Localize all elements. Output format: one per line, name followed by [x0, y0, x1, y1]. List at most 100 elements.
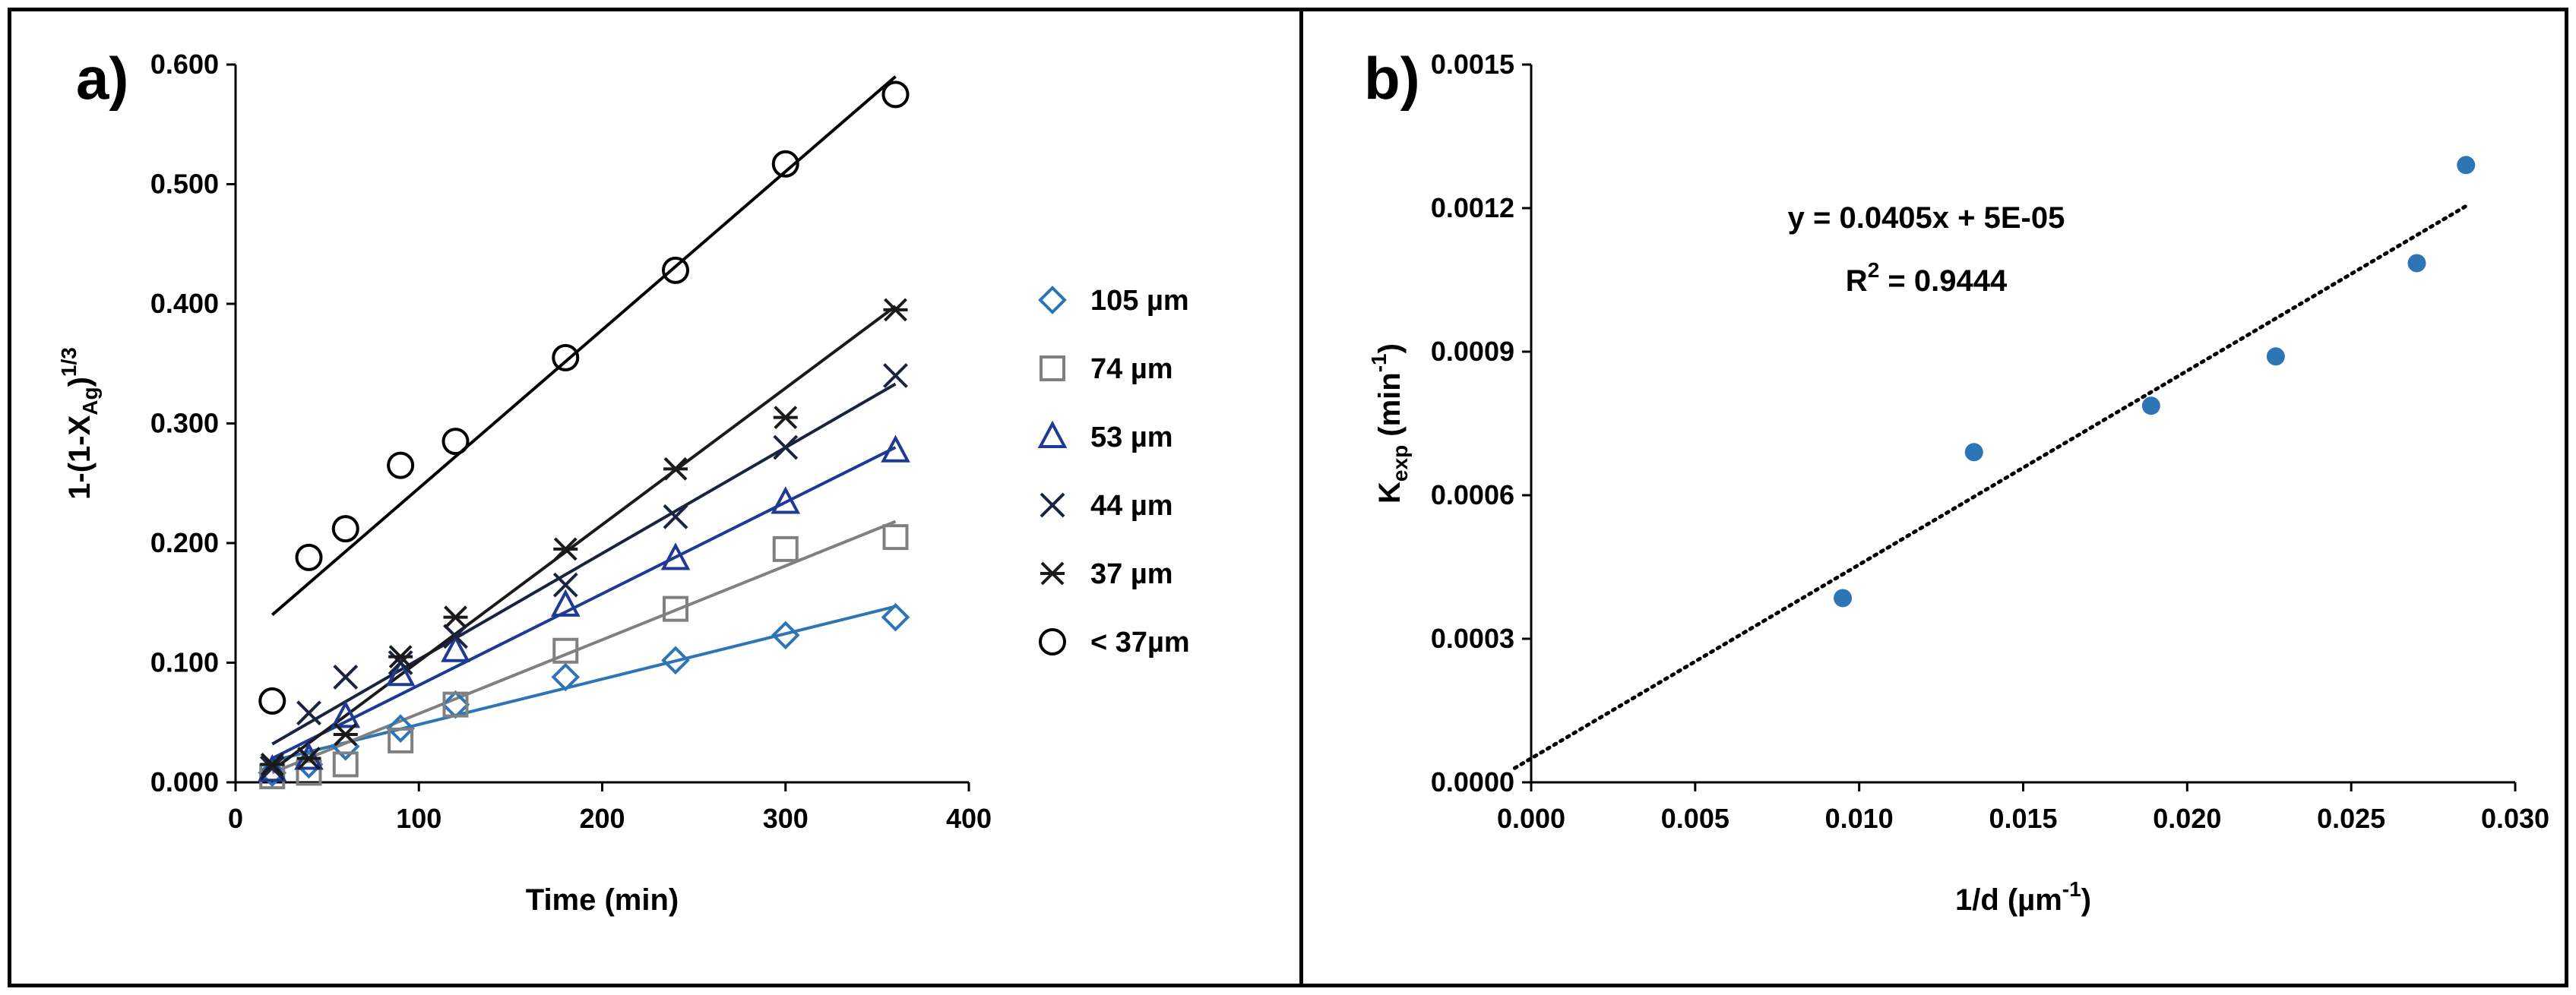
a-legend-label-2: 53 µm [1090, 422, 1173, 453]
a-point-s0-0 [258, 758, 287, 788]
a-x-tick-label: 300 [763, 803, 809, 834]
a-point-s2-6 [660, 542, 691, 570]
a-point-s5-4 [441, 428, 470, 456]
b-point-2 [2141, 396, 2160, 415]
a-fit-line-3 [271, 382, 897, 746]
panel-a [8, 8, 1303, 987]
b-y-tick-label: 0.0000 [1431, 766, 1514, 798]
a-point-s1-1 [296, 760, 322, 786]
a-point-s2-8 [881, 434, 910, 463]
a-y-tick-label: 0.600 [150, 49, 219, 80]
a-y-tick-label: 0.100 [150, 647, 219, 678]
a-fit-line-2 [271, 446, 897, 760]
b-trendline [1512, 204, 2468, 770]
a-x-tick-label: 400 [946, 803, 992, 834]
a-point-s3-6 [663, 504, 688, 529]
a-point-s5-1 [295, 543, 323, 571]
b-x-axis-title: 1/d (µm-1) [1955, 877, 2091, 917]
a-point-s2-2 [331, 700, 361, 728]
b-r-squared: R2 = 0.9444 [1846, 258, 2008, 298]
a-y-tick-label: 0.200 [150, 527, 219, 558]
b-y-tick-label: 0.0009 [1431, 336, 1514, 367]
a-legend-label-3: 44 µm [1090, 490, 1173, 522]
a-legend-label-4: 37 µm [1090, 558, 1173, 590]
a-legend-marker-5 [1039, 628, 1066, 655]
a-point-s3-3 [388, 650, 413, 675]
b-x-tick-label: 0.000 [1497, 803, 1565, 834]
a-point-s5-8 [881, 81, 910, 109]
b-point-0 [1834, 589, 1853, 608]
a-point-s3-7 [773, 434, 799, 460]
a-point-s4-3 [388, 645, 413, 669]
a-point-s5-6 [662, 256, 689, 284]
a-point-s1-4 [442, 691, 469, 718]
a-point-s4-0 [260, 752, 285, 776]
a-legend-label-5: < 37µm [1090, 627, 1190, 659]
a-point-s4-1 [296, 747, 321, 770]
b-x-tick-label: 0.030 [2481, 803, 2549, 834]
b-equation: y = 0.0405x + 5E-05 [1788, 201, 2065, 235]
a-point-s1-8 [882, 524, 909, 551]
a-point-s5-3 [387, 451, 415, 479]
a-y-tick-label: 0.000 [150, 766, 219, 798]
a-fit-line-0 [271, 605, 896, 763]
a-point-s0-8 [881, 602, 910, 632]
a-fit-line-5 [271, 75, 897, 617]
b-x-tick-label: 0.025 [2317, 803, 2385, 834]
a-point-s3-0 [259, 755, 285, 781]
a-y-tick-label: 0.500 [150, 169, 219, 200]
b-y-axis-title: Kexp (min-1) [1367, 343, 1412, 504]
b-point-1 [1964, 443, 1983, 462]
a-point-s4-5 [553, 537, 578, 561]
a-point-s5-5 [552, 343, 580, 371]
a-point-s2-5 [550, 589, 581, 617]
panel-b [1299, 8, 2568, 987]
a-x-tick-label: 100 [396, 803, 441, 834]
a-y-tick-label: 0.300 [150, 408, 219, 439]
a-point-s0-3 [386, 714, 415, 743]
a-point-s1-5 [552, 637, 579, 664]
a-point-s2-4 [441, 634, 470, 662]
a-point-s4-7 [773, 406, 798, 430]
b-x-tick-label: 0.015 [1989, 803, 2057, 834]
b-y-tick-label: 0.0012 [1431, 192, 1514, 223]
a-fit-line-4 [271, 305, 897, 772]
a-legend-marker-4 [1040, 561, 1065, 586]
a-point-s4-2 [333, 722, 358, 747]
a-point-s1-7 [772, 535, 799, 562]
a-point-s0-6 [661, 646, 690, 675]
a-point-s3-5 [552, 572, 578, 598]
a-point-s1-3 [388, 727, 414, 753]
a-point-s3-4 [443, 624, 468, 649]
b-x-tick-label: 0.005 [1661, 803, 1729, 834]
b-x-tick-label: 0.020 [2153, 803, 2221, 834]
a-point-s2-3 [385, 659, 416, 687]
a-point-s0-5 [551, 662, 581, 692]
b-y-tick-label: 0.0015 [1431, 49, 1514, 80]
a-point-s2-7 [771, 486, 801, 514]
a-legend-marker-0 [1038, 286, 1067, 314]
a-y-axis-title: 1-(1-XAg)1/3 [57, 347, 102, 500]
a-point-s1-2 [332, 751, 359, 778]
a-point-s3-2 [333, 664, 359, 690]
a-point-s5-2 [331, 515, 359, 543]
a-point-s1-6 [663, 595, 688, 622]
b-point-3 [2266, 347, 2285, 366]
a-x-axis-title: Time (min) [526, 883, 679, 917]
a-point-s4-4 [443, 605, 468, 630]
a-point-s4-8 [883, 298, 908, 322]
a-point-s3-1 [296, 700, 321, 726]
b-y-tick-label: 0.0006 [1431, 479, 1514, 510]
a-legend-label-0: 105 µm [1090, 285, 1189, 317]
a-x-tick-label: 200 [579, 803, 625, 834]
a-x-tick-label: 0 [228, 803, 243, 834]
a-legend-marker-3 [1040, 492, 1065, 518]
a-point-s0-7 [771, 621, 800, 650]
a-legend-marker-1 [1040, 355, 1065, 381]
a-point-s4-6 [663, 456, 688, 481]
b-point-5 [2457, 156, 2476, 175]
b-panel-label: b) [1364, 45, 1420, 112]
a-point-s5-7 [771, 150, 799, 178]
a-point-s5-0 [258, 687, 286, 715]
